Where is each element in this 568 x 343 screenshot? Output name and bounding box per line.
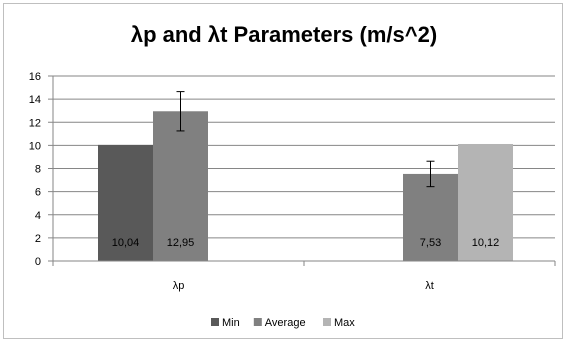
legend-label: Average	[265, 317, 306, 329]
legend-swatch-max	[323, 318, 331, 326]
data-label: 10,04	[112, 237, 140, 249]
bar-average-2	[403, 173, 458, 261]
bar-min-1	[98, 144, 153, 261]
data-label: 12,95	[167, 237, 195, 249]
y-tick-label: 12	[29, 117, 41, 129]
y-tick-label: 16	[29, 71, 41, 83]
bar-max-2	[458, 143, 513, 261]
chart-title: λp and λt Parameters (m/s^2)	[130, 22, 438, 47]
y-tick-label: 14	[29, 94, 41, 106]
x-tick-label: λp	[173, 280, 185, 292]
legend-label: Max	[334, 317, 355, 329]
data-label: 7,53	[420, 237, 441, 249]
bar-average-1	[153, 111, 208, 261]
y-tick-label: 0	[35, 256, 41, 268]
data-label: 10,12	[472, 237, 500, 249]
y-tick-label: 10	[29, 140, 41, 152]
y-tick-label: 6	[35, 187, 41, 199]
legend-swatch-min	[211, 318, 219, 326]
x-tick-label: λt	[425, 280, 434, 292]
y-tick-label: 2	[35, 233, 41, 245]
legend-label: Min	[222, 317, 240, 329]
legend-swatch-average	[253, 318, 262, 326]
y-tick-label: 4	[35, 210, 41, 222]
y-tick-label: 8	[35, 164, 41, 176]
